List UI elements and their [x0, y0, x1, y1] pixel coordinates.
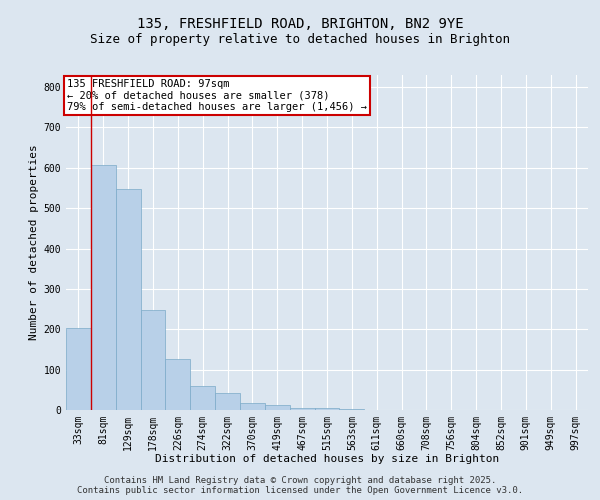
Bar: [91, 165, 116, 410]
Bar: [215, 392, 240, 410]
Text: 135, FRESHFIELD ROAD, BRIGHTON, BN2 9YE: 135, FRESHFIELD ROAD, BRIGHTON, BN2 9YE: [137, 18, 463, 32]
Bar: [166, 358, 190, 410]
Bar: [290, 408, 314, 410]
Bar: [340, 409, 364, 410]
Bar: [265, 405, 290, 410]
Text: Contains HM Land Registry data © Crown copyright and database right 2025.
Contai: Contains HM Land Registry data © Crown c…: [77, 476, 523, 495]
Text: 135 FRESHFIELD ROAD: 97sqm
← 20% of detached houses are smaller (378)
79% of sem: 135 FRESHFIELD ROAD: 97sqm ← 20% of deta…: [67, 79, 367, 112]
Y-axis label: Number of detached properties: Number of detached properties: [29, 144, 40, 340]
Bar: [240, 402, 265, 410]
X-axis label: Distribution of detached houses by size in Brighton: Distribution of detached houses by size …: [155, 454, 499, 464]
Text: Size of property relative to detached houses in Brighton: Size of property relative to detached ho…: [90, 32, 510, 46]
Bar: [66, 328, 91, 410]
Bar: [140, 310, 166, 410]
Bar: [190, 386, 215, 410]
Bar: [314, 408, 340, 410]
Bar: [116, 189, 140, 410]
